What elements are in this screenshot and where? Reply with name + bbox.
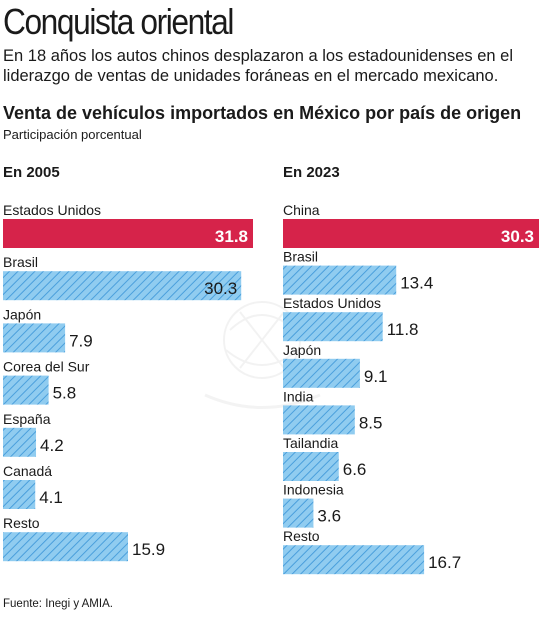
- category-label-tailandia: Tailandia: [283, 435, 338, 451]
- category-label-japon: Japón: [283, 342, 321, 358]
- bar-brasil: [3, 271, 242, 301]
- chart-title: Venta de vehículos importados en México …: [3, 103, 522, 123]
- bar-tailandia: [283, 452, 339, 481]
- bar-china: [283, 219, 539, 248]
- bar-estados-unidos: [3, 219, 253, 248]
- bar-india: [283, 405, 355, 435]
- category-label-japon: Japón: [3, 306, 41, 322]
- bar-indonesia: [283, 498, 314, 528]
- bar-espana: [3, 427, 37, 457]
- bar-resto: [3, 532, 128, 562]
- panel-title-2005: En 2005: [3, 164, 60, 181]
- chart-subtitle: Participación porcentual: [3, 127, 142, 142]
- bar-resto: [283, 545, 425, 575]
- bar-canada: [3, 480, 36, 509]
- value-label-brasil: 13.4: [400, 274, 433, 293]
- value-label-estados-unidos: 11.8: [387, 320, 419, 339]
- bar-corea-del-sur: [3, 375, 49, 405]
- category-label-resto: Resto: [3, 515, 40, 531]
- category-label-estados-unidos: Estados Unidos: [3, 202, 101, 218]
- value-label-estados-unidos: 31.8: [215, 227, 248, 246]
- bar-estados-unidos: [283, 312, 383, 342]
- value-label-brasil: 30.3: [204, 279, 237, 298]
- value-label-espana: 4.2: [40, 436, 64, 455]
- category-label-brasil: Brasil: [283, 249, 318, 265]
- category-label-corea-del-sur: Corea del Sur: [3, 359, 90, 375]
- category-label-indonesia: Indonesia: [283, 482, 344, 498]
- category-label-estados-unidos: Estados Unidos: [283, 295, 381, 311]
- value-label-corea-del-sur: 5.8: [53, 384, 77, 403]
- value-label-china: 30.3: [501, 227, 534, 246]
- value-label-canada: 4.1: [39, 488, 63, 507]
- category-label-brasil: Brasil: [3, 254, 38, 270]
- page-title: Conquista oriental: [3, 1, 234, 42]
- value-label-tailandia: 6.6: [343, 460, 367, 479]
- category-label-resto: Resto: [283, 528, 320, 544]
- bar-brasil: [283, 265, 397, 295]
- value-label-india: 8.5: [359, 413, 383, 432]
- source-note: Fuente: Inegi y AMIA.: [3, 598, 113, 610]
- bar-japon: [283, 358, 360, 388]
- value-label-resto: 16.7: [428, 553, 461, 572]
- category-label-canada: Canadá: [3, 463, 52, 479]
- page-subtitle: En 18 años los autos chinos desplazaron …: [3, 47, 514, 85]
- category-label-india: India: [283, 388, 314, 404]
- value-label-resto: 15.9: [132, 540, 165, 559]
- value-label-japon: 9.1: [364, 367, 388, 386]
- panel-title-2023: En 2023: [283, 164, 340, 181]
- value-label-indonesia: 3.6: [317, 507, 341, 526]
- category-label-espana: España: [3, 411, 51, 427]
- value-label-japon: 7.9: [69, 331, 93, 350]
- bar-japon: [3, 323, 66, 353]
- category-label-china: China: [283, 202, 320, 218]
